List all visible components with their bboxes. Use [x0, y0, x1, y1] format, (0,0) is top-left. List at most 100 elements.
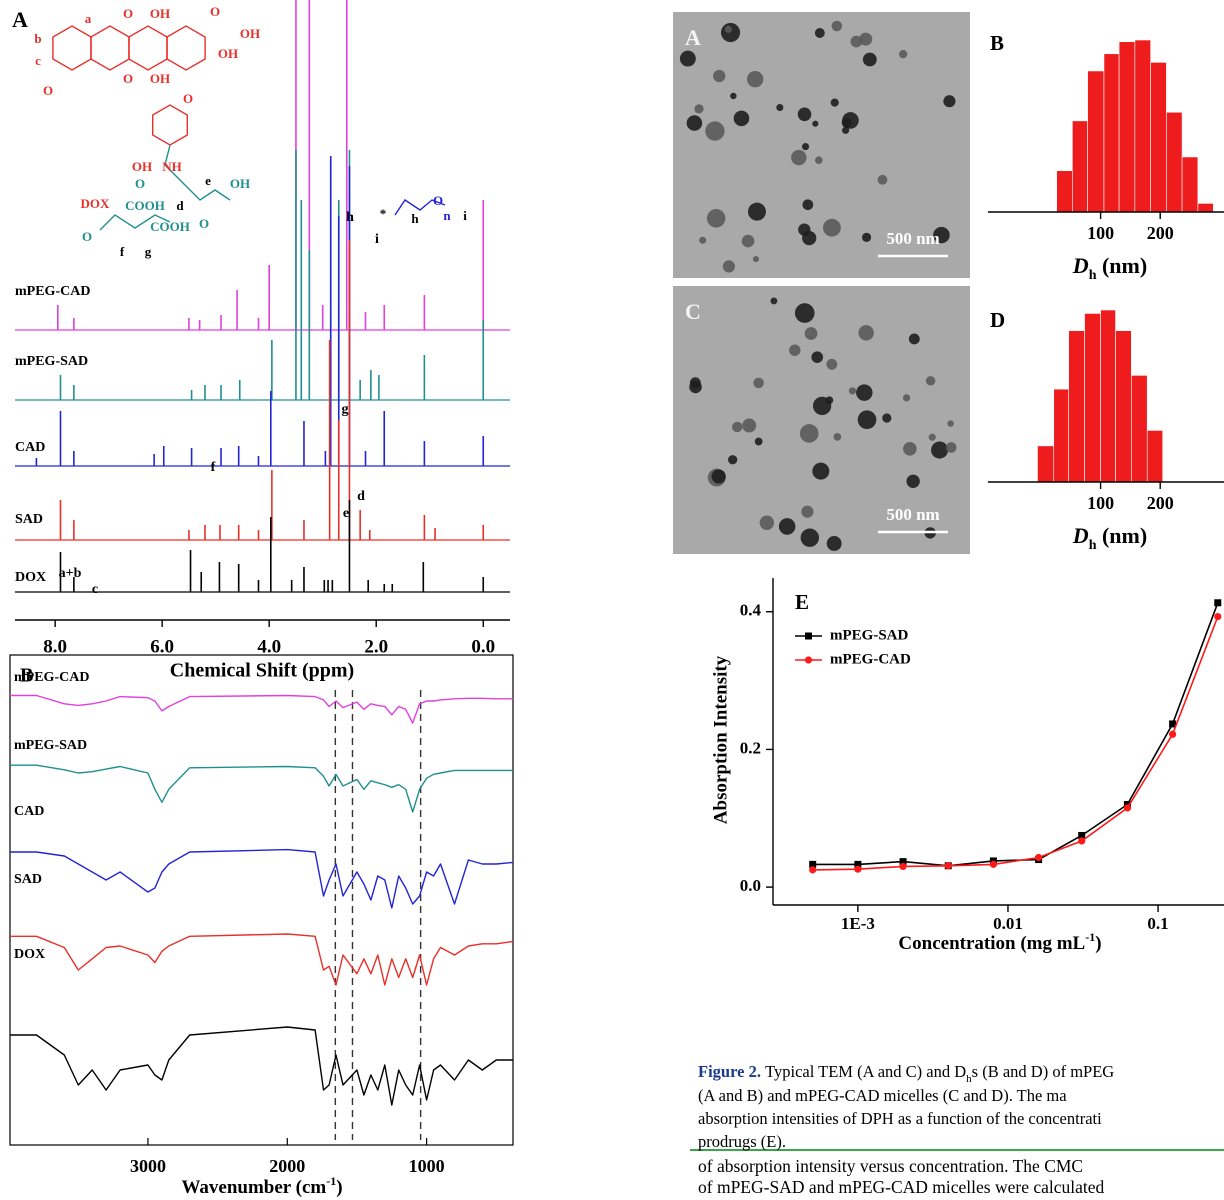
- structure-label: O: [123, 6, 133, 21]
- tem-particle: [800, 528, 820, 547]
- tem-particle: [742, 418, 757, 433]
- tem-particle: [791, 149, 807, 166]
- tem-particle: [830, 98, 839, 107]
- tem-image: [673, 286, 970, 554]
- peak-label: a+b: [59, 566, 82, 581]
- x-axis-title-part: -1: [1085, 930, 1095, 944]
- histogram-bar: [1103, 53, 1120, 213]
- data-point: [899, 858, 907, 866]
- tem-particle: [699, 236, 707, 244]
- caption-line: prodrugs (E).: [698, 1132, 786, 1151]
- x-axis-title: Wavenumber (cm-1): [181, 1174, 342, 1199]
- structure-label: NH: [162, 159, 182, 174]
- structure-label: OH: [132, 159, 152, 174]
- structure-label: O: [433, 193, 443, 208]
- tem-particle: [931, 441, 949, 459]
- tem-particle: [797, 107, 812, 122]
- tem-particle: [794, 303, 815, 323]
- structure-label: OH: [240, 26, 260, 41]
- histogram-bar: [1087, 70, 1105, 213]
- tem-particle: [802, 199, 814, 211]
- caption-text: Typical TEM (A and C) and D: [765, 1062, 966, 1081]
- tem-particle: [882, 413, 892, 423]
- panel-label: A: [12, 7, 28, 32]
- x-axis-title-part: -1: [326, 1174, 336, 1188]
- series-label: CAD: [15, 440, 45, 455]
- tem-particle: [943, 95, 956, 108]
- series-label: mPEG-CAD: [14, 670, 89, 685]
- tem-particle: [705, 121, 725, 141]
- x-tick-label: 6.0: [150, 636, 174, 657]
- structure-ring: [52, 25, 92, 71]
- x-tick-label: 0.0: [471, 636, 495, 657]
- x-axis-title-part: D: [1072, 253, 1089, 278]
- peak-label: f: [211, 460, 216, 475]
- structure-label: a: [85, 11, 92, 26]
- tem-particle: [826, 358, 838, 370]
- series-label: SAD: [15, 512, 43, 527]
- series-label: SAD: [14, 872, 42, 887]
- x-axis-title: Dh (nm): [1072, 523, 1147, 553]
- peak-label: h: [346, 210, 354, 225]
- data-point: [899, 862, 907, 871]
- structure-label: O: [210, 4, 220, 19]
- x-axis-title-part: h: [1089, 538, 1097, 553]
- tem-particle: [814, 28, 825, 38]
- structure-ring: [90, 25, 130, 71]
- structure-label: OH: [230, 176, 250, 191]
- peak-label: e: [343, 506, 349, 521]
- structure-label: DOX: [81, 196, 111, 211]
- tem-particle: [724, 25, 732, 33]
- histogram-bar: [1197, 203, 1214, 213]
- data-point: [854, 865, 862, 873]
- histogram-bar: [1181, 156, 1199, 213]
- tem-particle: [833, 433, 842, 441]
- tem-particle: [811, 351, 824, 363]
- legend-label: mPEG-SAD: [830, 627, 909, 643]
- histogram-bar: [1084, 313, 1101, 483]
- peak-label: g: [342, 402, 349, 417]
- tem-particle: [679, 50, 696, 67]
- tem-particle: [848, 387, 857, 395]
- histogram-bar: [1100, 309, 1116, 483]
- tem-particle: [722, 260, 735, 273]
- tem-particle: [859, 32, 873, 46]
- tem-particle: [861, 232, 872, 243]
- tem-particle: [928, 433, 936, 441]
- peak-label: i: [375, 232, 379, 247]
- panel-label: E: [795, 590, 809, 614]
- tem-particle: [706, 209, 726, 228]
- peak-label: d: [357, 489, 365, 504]
- x-tick-label: 0.1: [1147, 914, 1168, 933]
- x-tick-label: 8.0: [43, 636, 67, 657]
- scale-bar-label: 500 nm: [886, 229, 939, 248]
- x-tick-label: 100: [1087, 493, 1114, 513]
- caption-label: Figure 2.: [698, 1062, 761, 1081]
- data-point: [809, 860, 817, 868]
- x-axis-title-part: D: [1072, 523, 1089, 548]
- data-point: [1035, 853, 1043, 862]
- tem-particle: [686, 115, 703, 131]
- tem-particle: [770, 297, 778, 305]
- structure-bond: [394, 199, 446, 216]
- structure-label: n: [443, 208, 451, 223]
- series-label: mPEG-SAD: [14, 738, 87, 753]
- structure-label: O: [135, 176, 145, 191]
- structure-ring: [128, 25, 168, 71]
- body-line: of mPEG-SAD and mPEG-CAD micelles were c…: [698, 1177, 1105, 1197]
- data-point: [1169, 720, 1177, 728]
- ir-plot: [10, 690, 513, 1140]
- tem-particle: [906, 474, 920, 488]
- histogram-bar: [1131, 375, 1148, 483]
- tem-particle: [812, 462, 830, 480]
- histogram-bar: [1134, 39, 1151, 213]
- x-axis-title-part: Concentration (mg mL: [898, 933, 1085, 954]
- tem-particle: [903, 442, 917, 456]
- tem-particle: [741, 234, 755, 248]
- panel-label: A: [685, 25, 701, 50]
- tem-particle: [908, 333, 920, 345]
- structure-label: O: [199, 216, 209, 231]
- x-tick-label: 1000: [409, 1156, 445, 1176]
- tem-particle: [925, 376, 936, 386]
